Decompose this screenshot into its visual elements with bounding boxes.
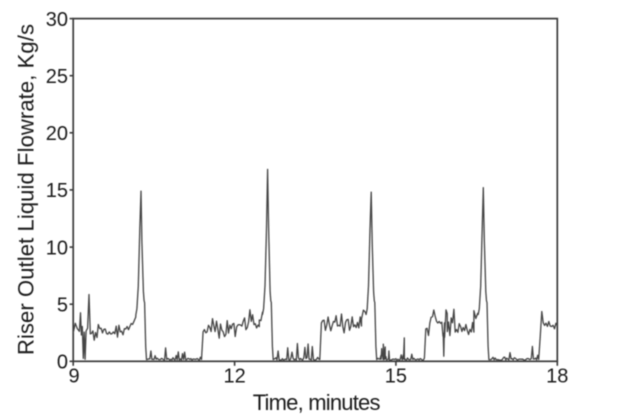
svg-text:30: 30	[46, 9, 68, 31]
svg-text:12: 12	[223, 366, 245, 388]
svg-text:Riser Outlet Liquid Flowrate,: Riser Outlet Liquid Flowrate, Kg/s	[14, 24, 39, 355]
svg-text:20: 20	[46, 123, 68, 145]
svg-text:5: 5	[57, 294, 68, 316]
svg-text:25: 25	[46, 66, 68, 88]
svg-text:10: 10	[46, 237, 68, 259]
svg-text:Time, minutes: Time, minutes	[253, 390, 381, 415]
svg-text:15: 15	[46, 180, 68, 202]
svg-text:0: 0	[57, 352, 68, 374]
svg-text:18: 18	[546, 366, 568, 388]
svg-text:15: 15	[385, 366, 407, 388]
svg-text:9: 9	[68, 366, 79, 388]
